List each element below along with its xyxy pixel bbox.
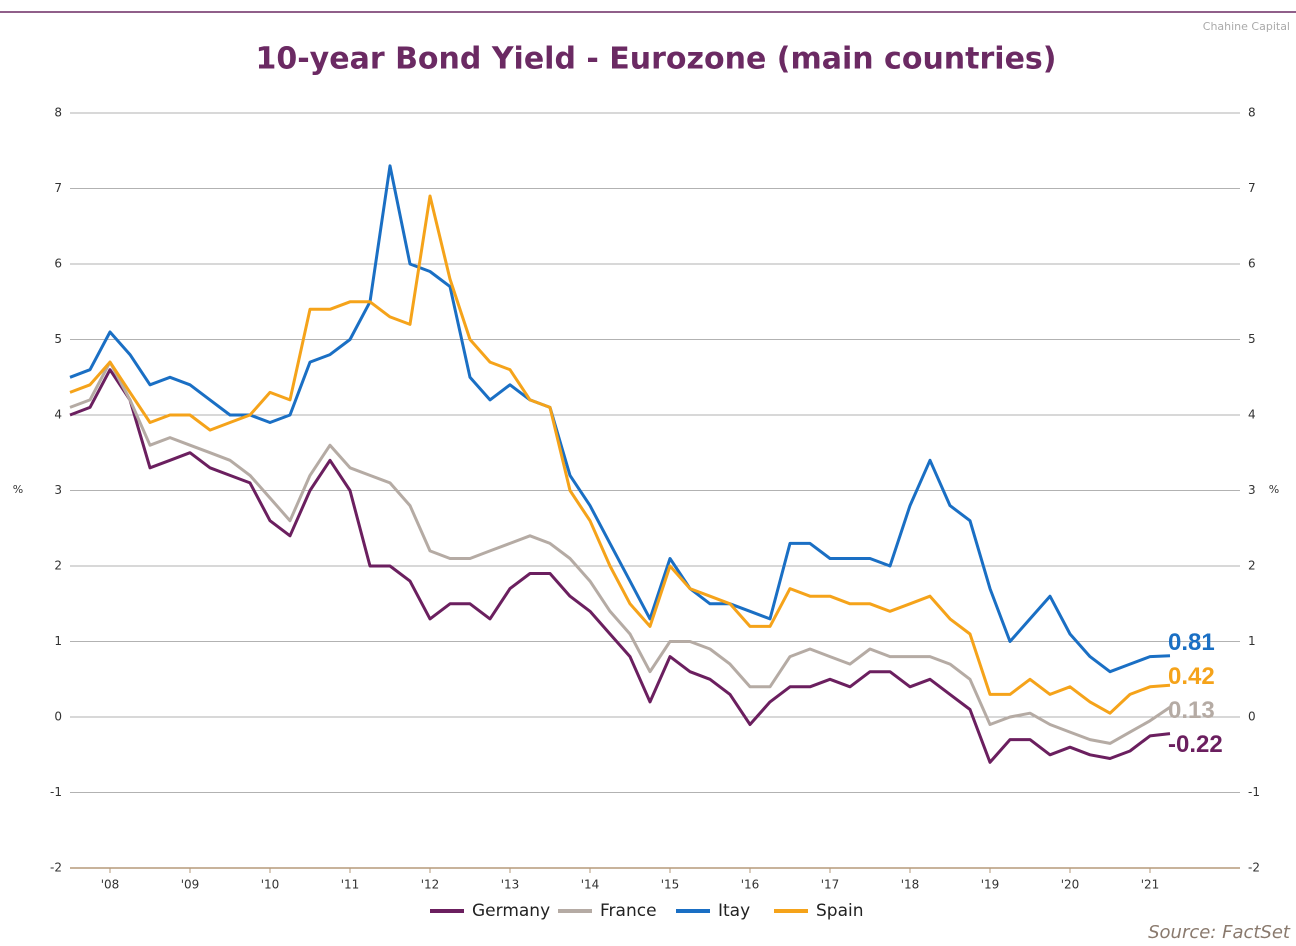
x-tick-label: '21 [1141, 878, 1160, 892]
x-tick-label: '08 [101, 878, 120, 892]
y2-axis-label: % [1269, 483, 1279, 496]
end-label: -0.22 [1168, 731, 1223, 758]
x-tick-label: '13 [501, 878, 520, 892]
x-tick-label: '14 [581, 878, 600, 892]
legend-label: France [600, 901, 657, 921]
y2-tick-label: -1 [1248, 785, 1260, 799]
y2-tick-label: 6 [1248, 257, 1256, 271]
y-tick-label: 1 [54, 634, 62, 648]
y-tick-label: 6 [54, 257, 62, 271]
y2-tick-label: 8 [1248, 106, 1256, 120]
y2-tick-label: 0 [1248, 710, 1256, 724]
x-tick-label: '19 [981, 878, 1000, 892]
y-tick-label: 3 [54, 483, 62, 497]
x-tick-label: '20 [1061, 878, 1080, 892]
y2-tick-label: 3 [1248, 483, 1256, 497]
y-axis-label: % [13, 483, 23, 496]
y-tick-label: 7 [54, 181, 62, 195]
y2-tick-label: 2 [1248, 559, 1256, 573]
watermark: Chahine Capital [1203, 20, 1290, 33]
y2-tick-label: 4 [1248, 408, 1256, 422]
y-tick-label: 2 [54, 559, 62, 573]
end-label: 0.81 [1168, 629, 1215, 656]
end-label: 0.42 [1168, 663, 1215, 690]
y-tick-label: 8 [54, 106, 62, 120]
series-line [69, 194, 1171, 715]
y-tick-label: -1 [50, 785, 62, 799]
series-line [69, 164, 1171, 674]
y-tick-label: 5 [54, 332, 62, 346]
x-tick-label: '12 [421, 878, 440, 892]
x-tick-label: '15 [661, 878, 680, 892]
y-tick-label: 4 [54, 408, 62, 422]
y2-tick-label: -2 [1248, 861, 1260, 875]
end-label: 0.13 [1168, 697, 1215, 724]
y2-tick-label: 1 [1248, 634, 1256, 648]
x-tick-label: '09 [181, 878, 200, 892]
legend-label: Spain [816, 901, 864, 921]
y-tick-label: -2 [50, 861, 62, 875]
legend-label: Germany [472, 901, 550, 921]
x-tick-label: '11 [341, 878, 360, 892]
series-line [69, 368, 1171, 764]
y-tick-label: 0 [54, 710, 62, 724]
x-tick-label: '18 [901, 878, 920, 892]
legend-label: Itay [718, 901, 750, 921]
x-tick-label: '16 [741, 878, 760, 892]
x-tick-label: '17 [821, 878, 840, 892]
y2-tick-label: 7 [1248, 181, 1256, 195]
source: Source: FactSet [1148, 922, 1291, 943]
x-tick-label: '10 [261, 878, 280, 892]
chart-title: 10-year Bond Yield - Eurozone (main coun… [255, 42, 1056, 77]
y2-tick-label: 5 [1248, 332, 1256, 346]
series-line [69, 360, 1171, 745]
